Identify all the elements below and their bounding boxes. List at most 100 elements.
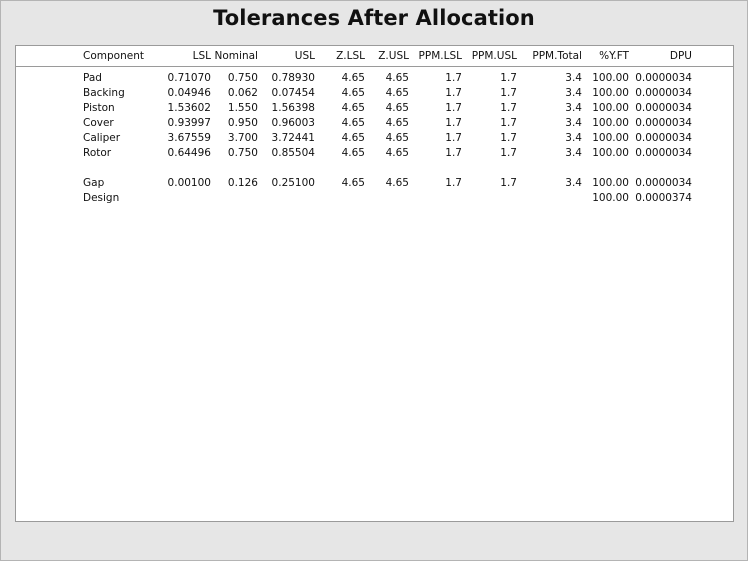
cell-ppmtotal — [517, 191, 582, 206]
cell-zlsl: 4.65 — [341, 147, 365, 159]
col-header-ppmlsl: PPM.LSL — [418, 50, 462, 62]
cell-zusl: 4.65 — [385, 177, 409, 189]
table-row: Rotor 0.64496 0.750 0.85504 4.65 4.65 1.7 1.7 3.… — [16, 146, 692, 161]
cell-component: Caliper — [83, 132, 121, 144]
cell-ppmusl: 1.7 — [500, 132, 517, 144]
cell-dpu: 0.0000034 — [635, 102, 692, 114]
cell-ppmtotal: 3.4 — [565, 132, 582, 144]
cell-ppmlsl: 1.7 — [445, 102, 462, 114]
table-row: Design 100.00 0.0000374 — [16, 191, 692, 206]
cell-usl: 1.56398 — [271, 102, 315, 114]
cell-zlsl: 4.65 — [341, 117, 365, 129]
cell-dpu: 0.0000374 — [635, 192, 692, 204]
cell-usl: 0.25100 — [271, 177, 315, 189]
cell-dpu: 0.0000034 — [635, 72, 692, 84]
cell-ppmusl — [462, 191, 517, 206]
col-header-ppmtotal: PPM.Total — [532, 50, 582, 62]
cell-component: Design — [83, 192, 120, 204]
cell-nominal — [211, 191, 258, 206]
header-divider — [16, 66, 733, 67]
cell-yft: 100.00 — [592, 147, 629, 159]
cell-dpu: 0.0000034 — [635, 87, 692, 99]
cell-nominal: 0.750 — [227, 147, 258, 159]
cell-ppmusl: 1.7 — [500, 102, 517, 114]
cell-ppmtotal: 3.4 — [565, 72, 582, 84]
cell-component: Gap — [83, 177, 105, 189]
table-row: Pad 0.71070 0.750 0.78930 4.65 4.65 1.7 1.7 3.4 1… — [16, 66, 692, 86]
cell-zusl: 4.65 — [385, 147, 409, 159]
cell-lsl: 0.93997 — [167, 117, 211, 129]
col-header-usl: USL — [294, 50, 315, 62]
cell-zlsl — [315, 191, 365, 206]
cell-ppmlsl: 1.7 — [445, 87, 462, 99]
table-row: Cover 0.93997 0.950 0.96003 4.65 4.65 1.7 1.7 3.… — [16, 116, 692, 131]
cell-nominal: 3.700 — [227, 132, 258, 144]
cell-ppmusl: 1.7 — [500, 72, 517, 84]
page-title: Tolerances After Allocation — [213, 6, 535, 30]
cell-ppmusl: 1.7 — [500, 117, 517, 129]
cell-component: Pad — [83, 72, 102, 84]
cell-ppmtotal: 3.4 — [565, 87, 582, 99]
cell-ppmtotal: 3.4 — [565, 177, 582, 189]
cell-zlsl: 4.65 — [341, 72, 365, 84]
cell-dpu: 0.0000034 — [635, 117, 692, 129]
cell-dpu: 0.0000034 — [635, 132, 692, 144]
cell-usl: 0.96003 — [271, 117, 315, 129]
cell-nominal: 0.750 — [227, 72, 258, 84]
cell-ppmtotal: 3.4 — [565, 102, 582, 114]
col-header-ppmusl: PPM.USL — [471, 50, 517, 62]
cell-dpu: 0.0000034 — [635, 177, 692, 189]
table-row: Gap 0.00100 0.126 0.25100 4.65 4.65 1.7 1.7 3.4 1… — [16, 176, 692, 191]
cell-ppmlsl: 1.7 — [445, 147, 462, 159]
cell-zusl: 4.65 — [385, 87, 409, 99]
cell-ppmlsl: 1.7 — [445, 177, 462, 189]
cell-zlsl: 4.65 — [341, 87, 365, 99]
cell-ppmlsl — [409, 191, 462, 206]
cell-usl — [258, 191, 315, 206]
table-row: Backing 0.04946 0.062 0.07454 4.65 4.65 1.7 1.7… — [16, 86, 692, 101]
cell-usl: 0.85504 — [271, 147, 315, 159]
cell-lsl: 0.04946 — [167, 87, 211, 99]
table-header: Component LSL Nominal USL Z.LSL Z.USL PP… — [16, 46, 692, 66]
cell-usl: 0.78930 — [271, 72, 315, 84]
cell-yft: 100.00 — [592, 117, 629, 129]
col-header-zlsl: Z.LSL — [336, 50, 365, 62]
col-header-yft: %Y.FT — [599, 50, 629, 62]
cell-ppmusl: 1.7 — [500, 177, 517, 189]
cell-component: Cover — [83, 117, 114, 129]
cell-ppmusl: 1.7 — [500, 87, 517, 99]
cell-zusl: 4.65 — [385, 132, 409, 144]
cell-dpu: 0.0000034 — [635, 147, 692, 159]
cell-nominal: 0.126 — [227, 177, 258, 189]
cell-lsl: 0.00100 — [167, 177, 211, 189]
cell-zlsl: 4.65 — [341, 177, 365, 189]
cell-lsl: 3.67559 — [167, 132, 211, 144]
tolerance-table: Component LSL Nominal USL Z.LSL Z.USL PP… — [16, 46, 692, 206]
cell-component: Backing — [83, 87, 125, 99]
header-row: Component LSL Nominal USL Z.LSL Z.USL PP… — [16, 46, 692, 66]
cell-ppmtotal: 3.4 — [565, 147, 582, 159]
cell-lsl: 0.71070 — [167, 72, 211, 84]
table-row: Piston 1.53602 1.550 1.56398 4.65 4.65 1.7 1.7 3… — [16, 101, 692, 116]
col-header-component: Component — [83, 50, 144, 62]
col-header-nominal: Nominal — [214, 50, 258, 62]
cell-zusl: 4.65 — [385, 102, 409, 114]
cell-zlsl: 4.65 — [341, 102, 365, 114]
cell-yft: 100.00 — [592, 72, 629, 84]
cell-zusl — [365, 191, 409, 206]
cell-nominal: 0.062 — [227, 87, 258, 99]
cell-yft: 100.00 — [592, 192, 629, 204]
cell-lsl — [144, 191, 211, 206]
col-header-lsl: LSL — [192, 50, 211, 62]
cell-usl: 0.07454 — [271, 87, 315, 99]
cell-nominal: 0.950 — [227, 117, 258, 129]
cell-component: Rotor — [83, 147, 112, 159]
cell-ppmlsl: 1.7 — [445, 117, 462, 129]
cell-nominal: 1.550 — [227, 102, 258, 114]
cell-zlsl: 4.65 — [341, 132, 365, 144]
cell-component: Piston — [83, 102, 115, 114]
results-panel: Component LSL Nominal USL Z.LSL Z.USL PP… — [15, 45, 734, 522]
row-spacer — [16, 161, 692, 176]
table-row: Caliper 3.67559 3.700 3.72441 4.65 4.65 1.7 1.7… — [16, 131, 692, 146]
cell-zusl: 4.65 — [385, 117, 409, 129]
